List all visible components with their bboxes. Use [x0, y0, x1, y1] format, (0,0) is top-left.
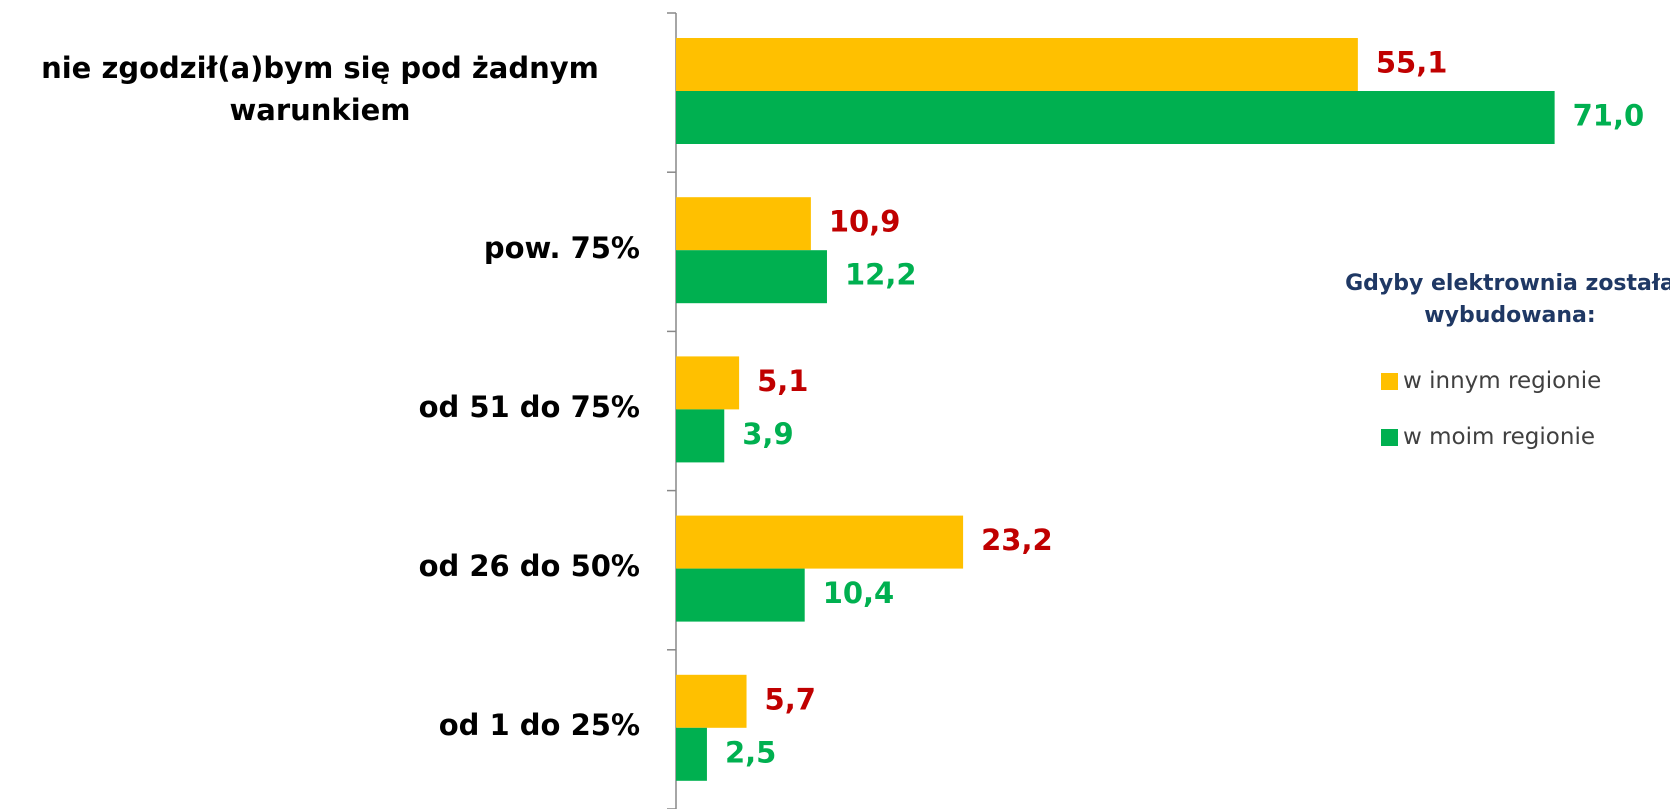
- category-label: od 1 do 25%: [0, 704, 640, 746]
- value-label: 5,7: [765, 682, 816, 716]
- category-label: od 51 do 75%: [0, 386, 640, 428]
- value-label: 10,9: [829, 205, 901, 239]
- legend-label: w innym regionie: [1403, 368, 1602, 394]
- category-label: nie zgodził(a)bym się pod żadnym warunki…: [0, 47, 640, 131]
- category-text: pow. 75%: [483, 230, 640, 265]
- category-text: nie zgodził(a)bym się pod żadnym warunki…: [41, 50, 599, 127]
- category-text: od 1 do 25%: [438, 708, 640, 743]
- bar: [676, 727, 707, 781]
- category-text: od 26 do 50%: [418, 549, 640, 584]
- value-label: 55,1: [1376, 46, 1448, 80]
- bar: [676, 38, 1358, 91]
- value-label: 5,1: [757, 364, 808, 398]
- value-label: 10,4: [823, 576, 895, 610]
- value-label: 2,5: [725, 735, 776, 769]
- bar: [676, 91, 1555, 144]
- value-label: 23,2: [981, 523, 1053, 557]
- legend-title: Gdyby elektrownia została wybudowana:: [1345, 271, 1670, 328]
- bar: [676, 674, 747, 728]
- bar: [676, 409, 725, 463]
- value-label: 71,0: [1573, 99, 1645, 133]
- category-label: pow. 75%: [0, 227, 640, 269]
- legend-swatch: [1381, 372, 1398, 390]
- legend-label: w moim regionie: [1403, 424, 1595, 450]
- legend-swatch: [1381, 428, 1398, 446]
- category-text: od 51 do 75%: [418, 389, 640, 424]
- legend-item: w innym regionie: [1381, 368, 1601, 394]
- bar: [676, 250, 827, 304]
- legend-item: w moim regionie: [1381, 424, 1595, 450]
- bar: [676, 356, 740, 410]
- bar: [676, 568, 805, 622]
- value-label: 3,9: [742, 417, 793, 451]
- category-label: od 26 do 50%: [0, 545, 640, 587]
- value-label: 12,2: [845, 258, 917, 292]
- bar: [676, 197, 811, 251]
- bar: [676, 515, 964, 569]
